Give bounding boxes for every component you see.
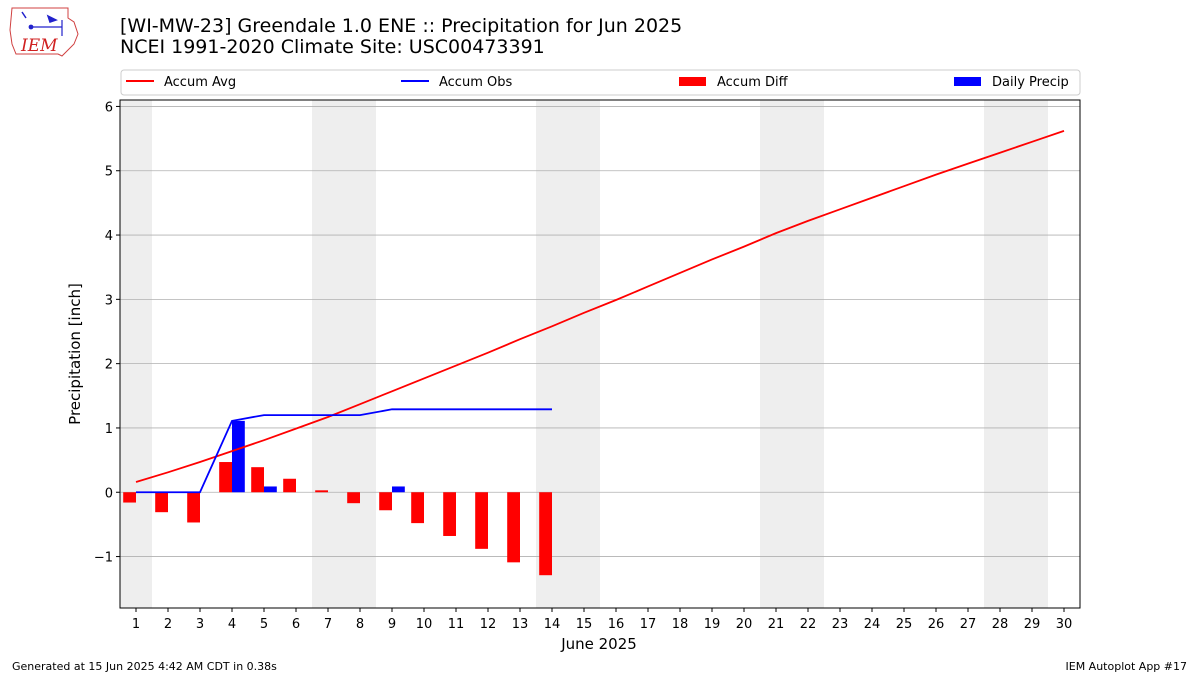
legend-label-accum-obs: Accum Obs (439, 75, 512, 90)
weekend-band-4 (984, 100, 1048, 608)
y-axis-label: Precipitation [inch] (66, 283, 84, 425)
plot-frame (119, 99, 1081, 609)
accum-diff-bar-day-4 (219, 462, 232, 493)
x-tick-label-20: 21 (768, 617, 785, 632)
x-tick-label-12: 13 (512, 617, 529, 632)
y-tick-label-4: 3 (105, 293, 113, 308)
x-tick-label-26: 27 (960, 617, 977, 632)
accum-diff-bar-day-12 (475, 492, 488, 549)
accum-diff-bar-day-10 (411, 492, 424, 524)
accum-diff-bar-day-3 (187, 492, 200, 523)
accum-diff-bar-day-5 (251, 467, 264, 493)
accum-obs-line (136, 408, 552, 494)
x-tick-label-25: 26 (928, 617, 945, 632)
y-tick-label-5: 4 (105, 229, 113, 244)
legend-label-accum-diff: Accum Diff (717, 75, 789, 90)
legend-label-accum-avg: Accum Avg (164, 75, 236, 90)
y-tick-label-1: 0 (105, 486, 113, 501)
x-tick-label-14: 15 (576, 617, 593, 632)
y-tick-label-0: −1 (94, 551, 113, 566)
x-tick-label-24: 25 (896, 617, 913, 632)
x-tick-label-18: 19 (704, 617, 721, 632)
accum-diff-bar-day-6 (283, 478, 296, 493)
legend-frame (120, 69, 1081, 96)
x-tick-label-23: 24 (864, 617, 881, 632)
x-tick-label-15: 16 (608, 617, 625, 632)
x-tick-label-11: 12 (480, 617, 497, 632)
x-tick-label-10: 11 (448, 617, 465, 632)
weekend-band-3 (760, 100, 824, 608)
x-tick-label-13: 14 (544, 617, 561, 632)
accum-diff-bar-day-1 (123, 492, 136, 503)
bars (123, 420, 552, 576)
x-tick-label-6: 7 (324, 617, 332, 632)
x-tick-label-3: 4 (228, 617, 236, 632)
x-axis-label: June 2025 (560, 635, 637, 653)
accum-diff-bar-day-8 (347, 492, 360, 504)
y-tick-label-6: 5 (105, 165, 113, 180)
x-tick-label-4: 5 (260, 617, 268, 632)
accum-diff-bar-day-9 (379, 492, 392, 511)
x-tick-label-16: 17 (640, 617, 657, 632)
x-tick-label-0: 1 (132, 617, 140, 632)
weekend-band-1 (312, 100, 376, 608)
x-tick-label-1: 2 (164, 617, 172, 632)
x-tick-label-17: 18 (672, 617, 689, 632)
lines (135, 130, 1065, 494)
accum-diff-bar-day-13 (507, 492, 520, 563)
legend-swatch-accum-diff (679, 77, 706, 86)
chart-title-line-1: [WI-MW-23] Greendale 1.0 ENE :: Precipit… (120, 15, 683, 37)
iem-logo: IEM (9, 7, 79, 57)
y-tick-label-3: 2 (105, 358, 113, 373)
x-tick-label-5: 6 (292, 617, 300, 632)
x-tick-label-29: 30 (1056, 617, 1073, 632)
accum-diff-bar-day-2 (155, 492, 168, 513)
app-credit: IEM Autoplot App #17 (1065, 660, 1188, 673)
gridlines (120, 106, 1080, 557)
y-tick-label-2: 1 (105, 422, 113, 437)
accum-diff-bar-day-11 (443, 492, 456, 536)
chart-title-line-2: NCEI 1991-2020 Climate Site: USC00473391 (120, 36, 545, 58)
weekend-shading (120, 100, 1048, 608)
accum-diff-bar-day-7 (315, 490, 328, 493)
x-tick-label-7: 8 (356, 617, 364, 632)
legend: Accum Avg Accum Obs Accum Diff Daily Precip (120, 69, 1081, 96)
x-tick-label-22: 23 (832, 617, 849, 632)
legend-swatch-daily-precip (954, 77, 981, 86)
accum-diff-bar-day-14 (539, 492, 552, 576)
x-tick-label-28: 29 (1024, 617, 1041, 632)
x-tick-label-27: 28 (992, 617, 1009, 632)
daily-precip-bar-day-9 (392, 486, 405, 493)
daily-precip-bar-day-4 (232, 420, 245, 493)
y-tick-label-7: 6 (105, 100, 113, 115)
chart-title: [WI-MW-23] Greendale 1.0 ENE :: Precipit… (120, 16, 682, 58)
x-tick-label-9: 10 (416, 617, 433, 632)
x-tick-label-2: 3 (196, 617, 204, 632)
weekend-band-0 (120, 100, 152, 608)
daily-precip-bar-day-5 (264, 486, 277, 493)
x-tick-label-8: 9 (388, 617, 396, 632)
legend-label-daily-precip: Daily Precip (992, 75, 1069, 90)
x-tick-label-19: 20 (736, 617, 753, 632)
x-tick-label-21: 22 (800, 617, 817, 632)
logo-text: IEM (20, 36, 58, 56)
generated-timestamp: Generated at 15 Jun 2025 4:42 AM CDT in … (12, 660, 277, 673)
accum-avg-line (135, 130, 1065, 483)
